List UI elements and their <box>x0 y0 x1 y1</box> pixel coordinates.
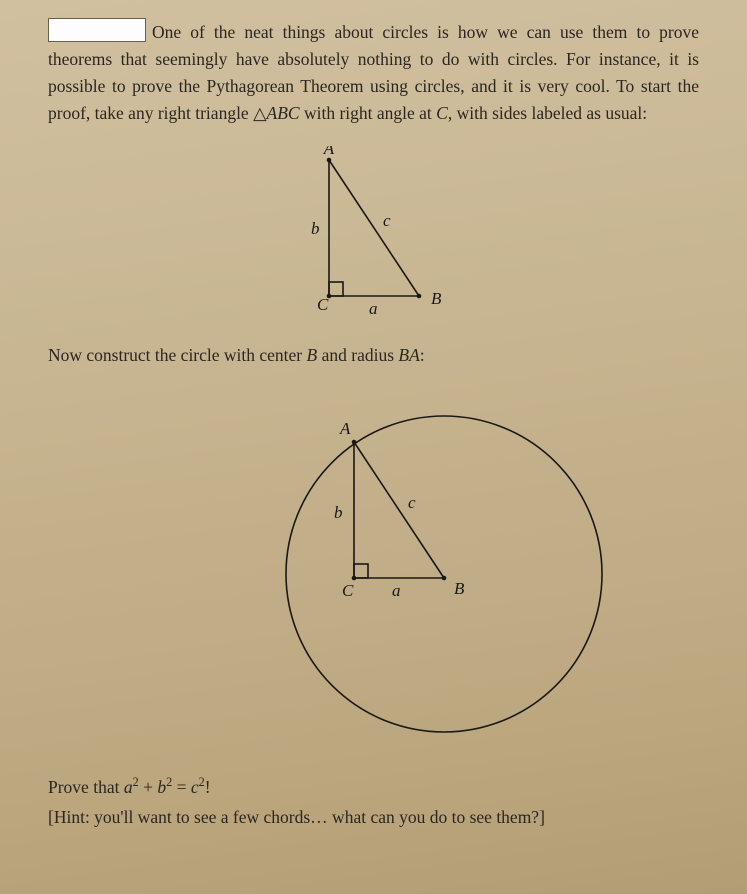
bottom-block: Prove that a2 + b2 = c2! [Hint: you'll w… <box>48 775 699 829</box>
hint-line: [Hint: you'll want to see a few chords… … <box>48 807 699 828</box>
label-C-vertex: C <box>317 295 329 314</box>
plus: + <box>139 776 158 796</box>
center-B: B <box>307 345 318 365</box>
prove-prefix: Prove that <box>48 776 124 796</box>
intro-text-3: , with sides labeled as usual: <box>448 103 647 123</box>
blank-label-box <box>48 18 146 42</box>
triangle-diagram: A B C a b c <box>259 146 489 326</box>
equals: = <box>172 776 191 796</box>
mid-colon: : <box>420 345 425 365</box>
label2-c: c <box>408 493 416 512</box>
eq-a: a <box>124 776 133 796</box>
intro-paragraph: One of the neat things about circles is … <box>48 18 699 128</box>
page: One of the neat things about circles is … <box>0 0 747 894</box>
label-a: a <box>369 299 378 318</box>
label2-B: B <box>454 579 465 598</box>
label-B: B <box>431 289 442 308</box>
label-c-side: c <box>383 211 391 230</box>
figure-1: A B C a b c <box>48 146 699 331</box>
radius-BA: BA <box>398 345 419 365</box>
label2-A: A <box>339 419 351 438</box>
mid-text-2: and radius <box>317 345 398 365</box>
triangle-name: ABC <box>267 103 300 123</box>
label2-C: C <box>342 581 354 600</box>
prove-line: Prove that a2 + b2 = c2! <box>48 775 699 798</box>
bang: ! <box>205 776 211 796</box>
middle-paragraph: Now construct the circle with center B a… <box>48 345 699 366</box>
intro-text-2: with right angle at <box>300 103 437 123</box>
figure-2: A B C a b c <box>48 378 739 753</box>
mid-text-1: Now construct the circle with center <box>48 345 307 365</box>
eq-c: c <box>191 776 199 796</box>
label-A: A <box>322 146 334 158</box>
eq-b: b <box>157 776 166 796</box>
label2-a: a <box>392 581 401 600</box>
vertex-C: C <box>436 103 448 123</box>
label-b: b <box>311 219 320 238</box>
circle-diagram: A B C a b c <box>184 378 644 748</box>
label2-b: b <box>334 503 343 522</box>
